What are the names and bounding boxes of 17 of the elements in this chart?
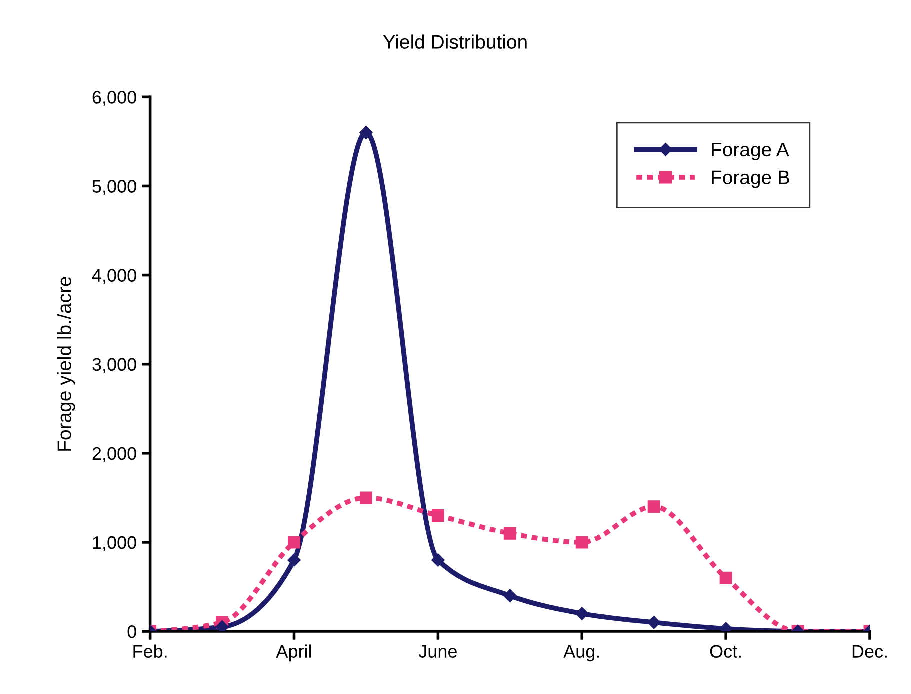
y-tick-label: 3,000 [92,358,136,374]
y-tick-label: 1,000 [93,536,136,552]
y-tick-label: 4,000 [92,269,136,284]
y-tick-label: 5,000 [92,180,136,196]
y-axis-title: Forage yield lb./acre [57,277,76,451]
legend-label: Forage B [712,170,790,188]
x-tick-label: Dec. [852,645,887,658]
x-tick-label: Aug. [564,645,600,662]
legend-label: Forage A [712,143,790,160]
x-tick-label: Oct. [710,645,741,658]
y-tick-label: 2,000 [92,447,136,462]
x-tick-label: June [418,645,457,658]
y-tick-label: 0 [128,625,136,638]
y-tick-label: 6,000 [92,91,136,106]
chart-title: Yield Distribution [383,34,527,49]
x-tick-label: Feb. [134,644,167,658]
x-tick-label: April [276,644,312,662]
